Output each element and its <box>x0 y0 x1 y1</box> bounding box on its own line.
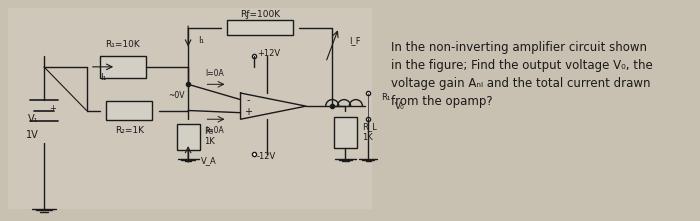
Text: -12V: -12V <box>257 152 276 161</box>
Bar <box>106 101 152 120</box>
Text: ~0V: ~0V <box>168 91 185 100</box>
Text: I=0A: I=0A <box>205 69 224 78</box>
Text: 1V: 1V <box>26 130 38 139</box>
Text: I₁: I₁ <box>100 73 106 82</box>
Text: R_L
1K: R_L 1K <box>362 123 377 142</box>
Text: +: + <box>244 107 253 117</box>
Text: R₃
1K: R₃ 1K <box>204 127 215 146</box>
Bar <box>8 8 372 209</box>
Text: V₀: V₀ <box>395 102 404 111</box>
Text: +12V: +12V <box>257 49 280 58</box>
Text: R₁: R₁ <box>382 93 391 102</box>
Text: I=0A: I=0A <box>205 126 224 135</box>
Bar <box>228 20 293 35</box>
Bar <box>334 117 357 148</box>
Bar <box>176 124 200 150</box>
Text: In the non-inverting amplifier circuit shown
in the figure; Find the output volt: In the non-inverting amplifier circuit s… <box>391 41 653 108</box>
Text: R₁=10K: R₁=10K <box>105 40 140 50</box>
Text: V_A: V_A <box>201 156 217 165</box>
Text: V₁: V₁ <box>28 114 38 124</box>
Text: -: - <box>246 95 250 105</box>
Text: R₂=1K: R₂=1K <box>115 126 144 135</box>
Text: I₁: I₁ <box>198 36 204 45</box>
Text: Rƒ=100K: Rƒ=100K <box>240 10 280 19</box>
Text: +: + <box>49 104 56 113</box>
Bar <box>99 56 146 78</box>
Text: I_F: I_F <box>349 36 361 45</box>
